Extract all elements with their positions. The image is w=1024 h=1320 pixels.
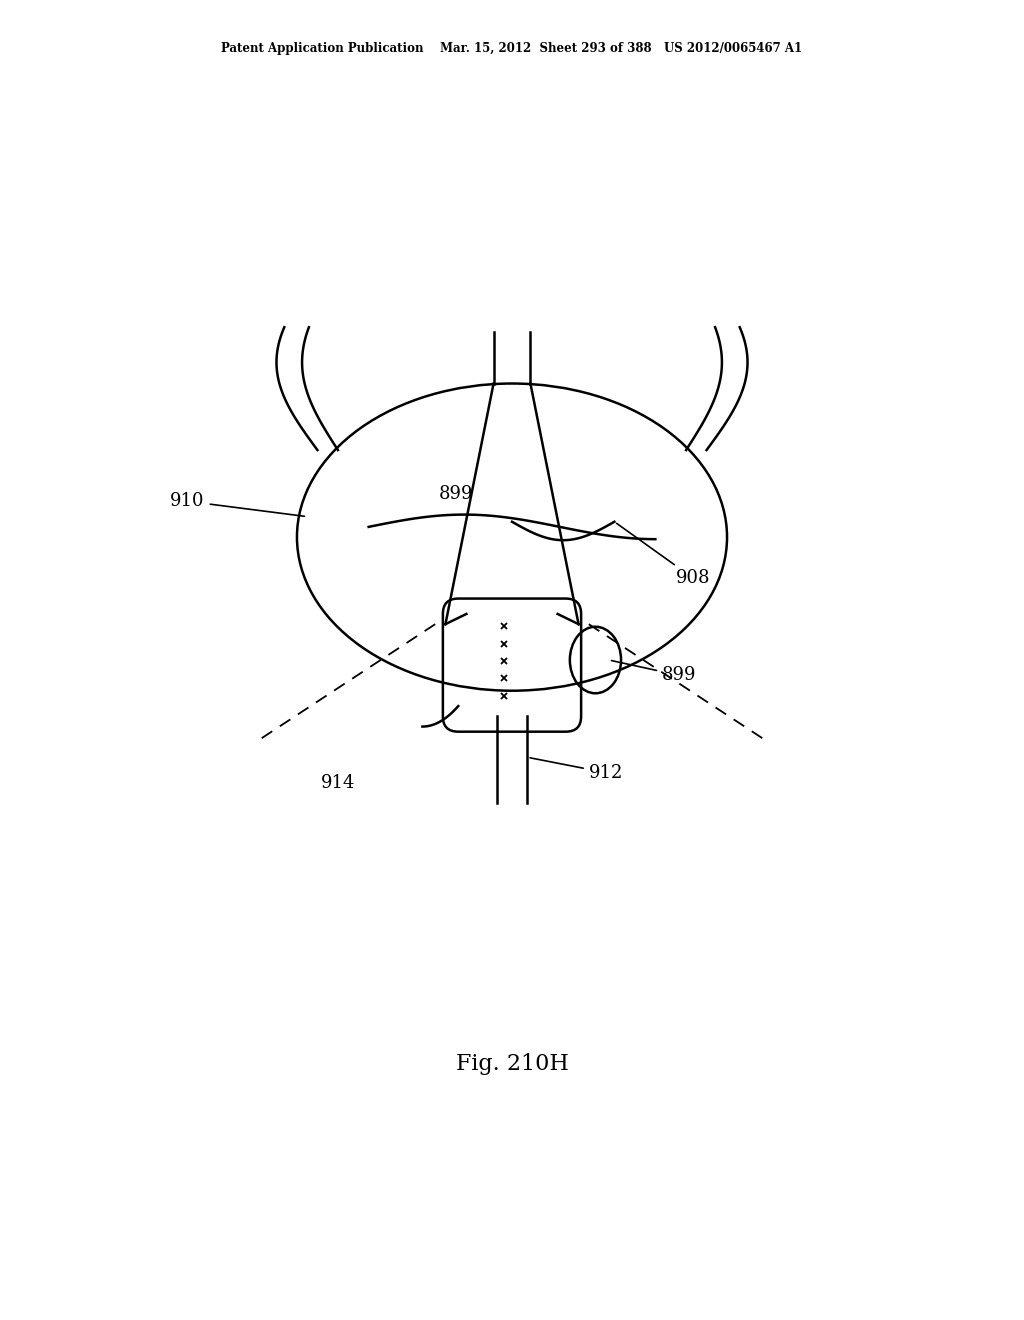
Text: 899: 899 <box>438 484 473 503</box>
Text: 914: 914 <box>321 774 355 792</box>
Text: 910: 910 <box>170 492 304 516</box>
Text: 908: 908 <box>616 523 711 587</box>
Text: Patent Application Publication    Mar. 15, 2012  Sheet 293 of 388   US 2012/0065: Patent Application Publication Mar. 15, … <box>221 42 803 55</box>
Text: 912: 912 <box>530 758 624 781</box>
Text: 899: 899 <box>611 660 696 684</box>
Text: Fig. 210H: Fig. 210H <box>456 1053 568 1076</box>
